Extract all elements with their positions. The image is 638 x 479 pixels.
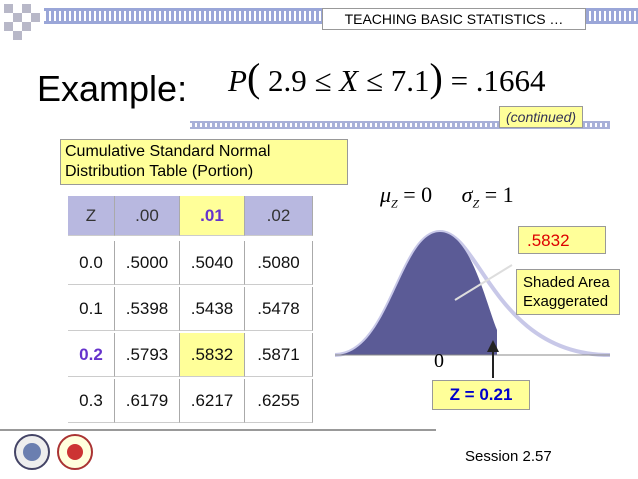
f-eq: = <box>450 63 469 98</box>
table-cell: .5000 <box>115 241 180 285</box>
table-cell: .6179 <box>115 379 180 423</box>
zero-label: 0 <box>434 350 444 372</box>
table-cell: 0.2 <box>68 333 115 377</box>
f-x: X <box>339 63 359 98</box>
table-cell: Z <box>68 196 115 236</box>
f-open: ( <box>246 55 261 100</box>
area-value: .5832 <box>518 226 606 254</box>
table-cell: .6255 <box>245 379 313 423</box>
sigma-eq: = 1 <box>484 182 514 207</box>
f-close: ) <box>429 55 443 100</box>
f-p: P <box>228 63 247 98</box>
mu-sub: Z <box>391 196 398 211</box>
table-cell: .5040 <box>180 241 245 285</box>
f-result: .1664 <box>475 63 546 98</box>
table-cell: .5871 <box>245 333 313 377</box>
sigma: σ <box>461 182 473 207</box>
f-lower: 2.9 <box>268 63 307 98</box>
z-label: Z = 0.21 <box>432 380 530 410</box>
table-cell: .5438 <box>180 287 245 331</box>
table-cell: .00 <box>115 196 180 236</box>
header: TEACHING BASIC STATISTICS … <box>322 8 586 30</box>
mu-eq: = 0 <box>403 182 433 207</box>
table-cell: .5080 <box>245 241 313 285</box>
shaded-note: Shaded Area Exaggerated <box>516 269 620 315</box>
table-cell: .02 <box>245 196 313 236</box>
continued: (continued) <box>499 106 584 128</box>
table-cell: .01 <box>180 196 245 236</box>
table-cell: 0.3 <box>68 379 115 423</box>
f-le: ≤ <box>365 63 383 98</box>
f-le: ≤ <box>314 63 332 98</box>
title: Example: <box>37 68 188 109</box>
table-cell: .5832 <box>180 333 245 377</box>
table-cell: 0.0 <box>68 241 115 285</box>
table-cell: .6217 <box>180 379 245 423</box>
footer: Session 2.57 <box>465 448 552 465</box>
formula: P( 2.9 ≤ X ≤ 7.1) = .1664 <box>228 54 546 101</box>
table-cell: .5398 <box>115 287 180 331</box>
params: μZ = 0 σZ = 1 <box>380 182 514 211</box>
table-caption: Cumulative Standard Normal Distribution … <box>60 139 348 185</box>
sigma-sub: Z <box>472 196 480 211</box>
table-cell: 0.1 <box>68 287 115 331</box>
table-cell: .5793 <box>115 333 180 377</box>
f-upper: 7.1 <box>390 63 430 98</box>
table-cell: .5478 <box>245 287 313 331</box>
mu: μ <box>380 182 392 207</box>
